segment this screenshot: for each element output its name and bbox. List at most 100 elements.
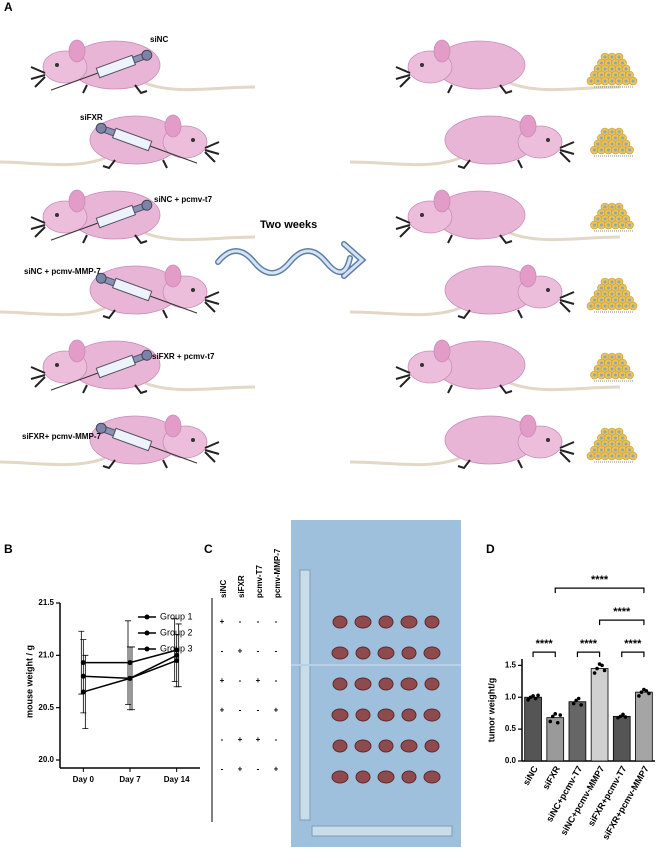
- tumor: [424, 677, 440, 691]
- x-tick-label: Day 0: [73, 775, 95, 784]
- data-point: [555, 720, 560, 725]
- tumor: [331, 708, 349, 722]
- tumor-cluster: [586, 277, 638, 313]
- group-label: siFXR+ pcmv-MMP-7: [22, 432, 101, 441]
- ear: [164, 114, 182, 138]
- tumor-core: [614, 136, 617, 140]
- tumor-core: [610, 292, 614, 296]
- whiskers: [30, 366, 46, 388]
- y-axis-label: mouse weight / g: [24, 645, 34, 718]
- group-label: siFXR + pcmv-t7: [152, 352, 215, 361]
- tumor-core: [617, 355, 621, 359]
- tumor: [377, 646, 395, 660]
- tumor-core: [621, 436, 624, 440]
- y-tick-label: 0.0: [505, 756, 517, 765]
- eye: [546, 138, 550, 142]
- tumor-core: [596, 304, 600, 308]
- tumor-core: [610, 355, 614, 359]
- needle: [149, 445, 198, 464]
- tumor-core: [610, 304, 614, 308]
- data-point: [526, 698, 530, 702]
- needle: [50, 72, 99, 91]
- ear: [433, 339, 451, 363]
- bar: [524, 696, 542, 762]
- tail: [0, 306, 106, 317]
- tumor-core: [610, 217, 614, 221]
- tumor-core: [603, 79, 607, 83]
- sign: +: [220, 617, 225, 626]
- data-point: [637, 694, 641, 698]
- tumor-core: [610, 205, 614, 209]
- legs: [447, 84, 513, 95]
- tumor-core: [607, 448, 610, 452]
- illustrations: [0, 39, 638, 470]
- sign: +: [256, 735, 261, 744]
- tumor-cluster: [586, 427, 638, 463]
- tumor-core: [600, 448, 603, 452]
- data-point: [576, 696, 581, 701]
- mouse: [395, 189, 621, 245]
- eye: [420, 363, 424, 367]
- eye: [420, 63, 424, 67]
- tumor-core: [617, 367, 621, 371]
- sign: -: [257, 706, 260, 715]
- tumor-core: [600, 361, 603, 365]
- whiskers: [395, 66, 411, 88]
- tumor-core: [617, 130, 621, 134]
- whiskers: [204, 441, 220, 463]
- tail: [509, 381, 621, 392]
- significance-bracket: [532, 651, 556, 658]
- data-point: [618, 714, 623, 719]
- tumor-core: [603, 367, 607, 371]
- tumor-core: [621, 361, 624, 365]
- tumor-core: [624, 292, 628, 296]
- tumor-core: [603, 355, 607, 359]
- eye: [55, 63, 59, 67]
- tumor-core: [624, 454, 628, 458]
- tumor-core: [603, 442, 607, 446]
- tumor-core: [603, 280, 607, 284]
- tumor-core: [593, 148, 596, 152]
- mouse: [349, 414, 575, 470]
- tumor-core: [624, 79, 628, 83]
- data-point: [574, 698, 578, 703]
- tumor-core: [631, 454, 635, 458]
- data-point: [600, 663, 604, 668]
- bar: [612, 715, 631, 762]
- data-point: [571, 701, 576, 706]
- sign: +: [220, 706, 225, 715]
- tumor-core: [607, 298, 610, 302]
- tumor-core: [589, 304, 593, 308]
- tumor-core: [600, 73, 603, 77]
- legs: [447, 384, 513, 395]
- group-label: siNC + pcmv-t7: [154, 195, 213, 204]
- point: [127, 675, 133, 681]
- tumor-core: [617, 304, 621, 308]
- tumor-core: [624, 67, 628, 71]
- y-tick-label: 20.0: [38, 755, 54, 764]
- tumor-core: [596, 292, 600, 296]
- y-tick-label: 1.5: [505, 660, 517, 669]
- ear: [164, 414, 182, 438]
- tumor-core: [614, 223, 617, 227]
- tumor-core: [624, 142, 628, 146]
- mouse: [349, 264, 575, 320]
- tumor-core: [610, 130, 614, 134]
- eye: [546, 288, 550, 292]
- tumor-core: [596, 142, 600, 146]
- eye: [191, 288, 195, 292]
- tumor: [423, 646, 441, 660]
- arrow-label: Two weeks: [260, 219, 317, 231]
- tumor-core: [603, 292, 607, 296]
- significance-bracket: [554, 587, 645, 594]
- tumor-core: [617, 142, 621, 146]
- tumor-core: [631, 79, 635, 83]
- tumor: [354, 677, 372, 691]
- point: [80, 673, 86, 679]
- tumor-core: [614, 61, 617, 65]
- legs: [82, 384, 148, 395]
- tumor-core: [593, 448, 596, 452]
- grip: [141, 349, 153, 361]
- tail: [0, 456, 106, 467]
- ear: [68, 189, 86, 213]
